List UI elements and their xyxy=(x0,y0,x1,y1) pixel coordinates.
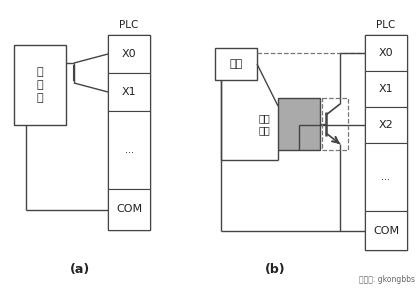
Bar xyxy=(365,35,407,250)
Text: PLC: PLC xyxy=(119,20,139,30)
Text: X1: X1 xyxy=(122,87,136,97)
Bar xyxy=(215,48,257,80)
Text: (a): (a) xyxy=(70,263,90,276)
Bar xyxy=(365,211,407,250)
Text: ...: ... xyxy=(124,145,134,155)
Bar xyxy=(365,71,407,107)
Bar xyxy=(14,45,66,125)
Bar xyxy=(108,73,150,111)
Text: 电源: 电源 xyxy=(229,59,243,69)
Text: COM: COM xyxy=(116,205,142,215)
Bar xyxy=(108,111,150,189)
Text: X1: X1 xyxy=(379,84,393,94)
Text: PLC: PLC xyxy=(376,20,396,30)
Text: ...: ... xyxy=(381,172,391,182)
Text: X2: X2 xyxy=(378,120,394,130)
Bar xyxy=(108,35,150,230)
Bar xyxy=(322,98,348,150)
Text: COM: COM xyxy=(373,225,399,235)
Bar xyxy=(278,98,320,150)
Bar xyxy=(108,189,150,230)
Text: 霋尔
开关: 霋尔 开关 xyxy=(258,113,270,135)
Bar xyxy=(108,35,150,73)
Text: X0: X0 xyxy=(379,48,393,58)
Text: 微信号: gkongbbs: 微信号: gkongbbs xyxy=(359,275,415,285)
Bar xyxy=(365,107,407,143)
Bar xyxy=(365,35,407,71)
Text: (b): (b) xyxy=(265,263,285,276)
Bar xyxy=(365,143,407,211)
Text: X0: X0 xyxy=(122,49,136,59)
Text: 传
感
器: 传 感 器 xyxy=(37,67,43,103)
